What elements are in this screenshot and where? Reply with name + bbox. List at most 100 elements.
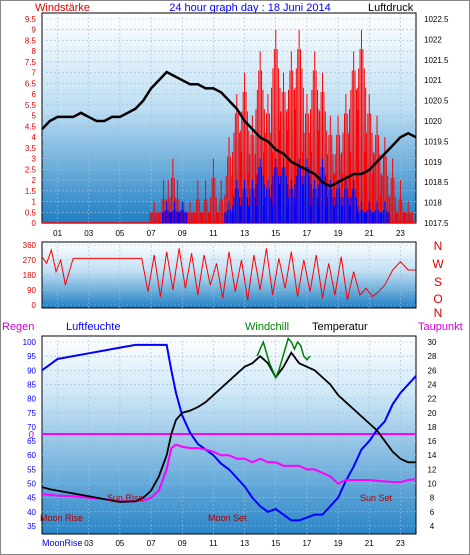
hour-tick-label: 19 (334, 229, 343, 238)
humidity-tick-label: 70 (27, 423, 36, 432)
humidity-tick-label: 60 (27, 451, 36, 460)
wind-tick-label: 4.5 (25, 122, 37, 131)
hour-tick-label: 09 (178, 539, 187, 548)
temperatur-label: Temperatur (312, 321, 368, 333)
compass-letters: N W S O N (432, 239, 444, 320)
pressure-axis-ticks: 1017.5 1018 1018.5 1019 1019.5 1020 1020.5 1021… (424, 15, 449, 228)
wind-tick-label: 2 (32, 176, 37, 185)
hour-tick-label: 03 (84, 229, 93, 238)
pressure-tick-label: 1021.5 (424, 56, 449, 65)
hour-tick-label: 21 (365, 229, 374, 238)
compass-letter: W (432, 257, 444, 271)
luftdruck-label: Luftdruck (368, 2, 414, 14)
humidity-temperature-panel: Regen Luftfeuchte Windchill Temperatur T… (2, 321, 463, 548)
temperature-tick-label: 18 (428, 423, 437, 432)
sun-rise-annotation: Sun Rise (107, 493, 144, 503)
humidity-tick-label: 45 (27, 494, 36, 503)
humidity-tick-label: 100 (23, 338, 37, 347)
wind-tick-label: 1 (32, 198, 37, 207)
wind-tick-label: 9 (32, 26, 37, 35)
wind-tick-label: 2.5 (25, 165, 37, 174)
direction-tick-label: 0 (32, 301, 37, 310)
hour-tick-label: 07 (147, 539, 156, 548)
humidity-temperature-series (41, 336, 417, 522)
temperature-tick-label: 20 (428, 409, 437, 418)
wind-pressure-panel: Windstärke 24 hour graph day : 18 Juni 2… (25, 2, 449, 238)
hour-tick-label: 23 (396, 539, 405, 548)
pressure-tick-label: 1019.5 (424, 137, 449, 146)
hour-tick-label: 17 (302, 539, 311, 548)
humidity-line (41, 343, 417, 522)
pressure-tick-label: 1020.5 (424, 97, 449, 106)
pressure-tick-label: 1021 (424, 76, 442, 85)
hour-tick-label: 15 (271, 539, 280, 548)
wind-tick-label: 6 (32, 90, 37, 99)
compass-letter: S (434, 275, 442, 289)
wind-tick-label: 9.5 (25, 15, 37, 24)
compass-letter: N (434, 239, 443, 253)
pressure-tick-label: 1018 (424, 199, 442, 208)
direction-tick-label: 180 (23, 271, 37, 280)
taupunkt-label: Taupunkt (418, 321, 463, 333)
direction-tick-label: 360 (23, 241, 37, 250)
hour-tick-label: 07 (147, 229, 156, 238)
wind-tick-label: 7 (32, 69, 37, 78)
pressure-line (41, 70, 417, 188)
moon-rise-annotation: Moon Rise (40, 513, 83, 523)
humidity-tick-label: 95 (27, 352, 36, 361)
wind-direction-panel: 0 90 180 270 360 N W S O N (23, 239, 445, 320)
humidity-tick-label: 65 (27, 437, 36, 446)
wind-tick-label: 5 (32, 112, 37, 121)
hour-tick-label: 05 (115, 229, 124, 238)
hour-tick-label: 13 (240, 229, 249, 238)
pressure-tick-label: 1022.5 (424, 15, 449, 24)
pressure-series (41, 70, 417, 188)
hour-tick-label: 23 (396, 229, 405, 238)
temperature-tick-label: 8 (430, 494, 435, 503)
temperature-tick-label: 12 (428, 465, 437, 474)
direction-tick-label: 270 (23, 256, 37, 265)
hour-tick-label: 17 (302, 229, 311, 238)
hour-tick-label: 11 (209, 539, 218, 548)
wind-tick-label: 6.5 (25, 79, 37, 88)
wind-tick-label: 7.5 (25, 58, 37, 67)
wind-direction-axis-ticks: 0 90 180 270 360 (23, 241, 37, 310)
wind-tick-label: 8 (32, 47, 37, 56)
pressure-tick-label: 1018.5 (424, 178, 449, 187)
hour-tick-label: 21 (365, 539, 374, 548)
hour-tick-label: 13 (240, 539, 249, 548)
moon-set-annotation: Moon Set (208, 513, 247, 523)
humidity-tick-label: 40 (27, 508, 36, 517)
luftfeuchte-label: Luftfeuchte (66, 321, 120, 333)
humidity-tick-label: 80 (27, 395, 36, 404)
hour-tick-label: 05 (115, 539, 124, 548)
humidity-tick-label: 55 (27, 465, 36, 474)
regen-label: Regen (2, 321, 34, 333)
hour-tick-label: 15 (271, 229, 280, 238)
temperature-tick-label: 28 (428, 352, 437, 361)
humidity-axis-ticks: 35 40 45 50 55 60 65 70 75 80 85 90 95 100 (23, 338, 37, 531)
hour-tick-label: 19 (334, 539, 343, 548)
hour-tick-label: 03 (84, 539, 93, 548)
humidity-temperature-x-ticks: 03 05 07 09 11 13 15 17 19 21 23 (84, 539, 405, 548)
humidity-tick-label: 75 (27, 409, 36, 418)
wind-tick-label: 8.5 (25, 36, 37, 45)
temperature-tick-label: 30 (428, 338, 437, 347)
temperature-tick-label: 16 (428, 437, 437, 446)
temperature-tick-label: 10 (428, 480, 437, 489)
temperature-axis-ticks: 4 6 8 10 12 14 16 18 20 22 24 26 28 30 (428, 338, 437, 531)
temperature-tick-label: 22 (428, 395, 437, 404)
wind-tick-label: 1.5 (25, 187, 37, 196)
rain-zero-value: 0 (28, 430, 34, 441)
wind-pressure-x-ticks: 01 03 05 07 09 11 13 15 17 19 21 23 (53, 229, 405, 238)
wind-axis-ticks: 0 0.51 1.5 2 2.53 3.5 4 4.55 5.5 6 6.57 7.5 8 8.59 9.5 (25, 15, 37, 228)
wind-tick-label: 3 (32, 155, 37, 164)
moon-rise-axis-label: MoonRise (42, 538, 83, 548)
sun-set-annotation: Sun Set (360, 493, 393, 503)
wind-tick-label: 5.5 (25, 101, 37, 110)
hour-tick-label: 11 (209, 229, 218, 238)
humidity-tick-label: 85 (27, 380, 36, 389)
windchill-label: Windchill (245, 321, 289, 333)
